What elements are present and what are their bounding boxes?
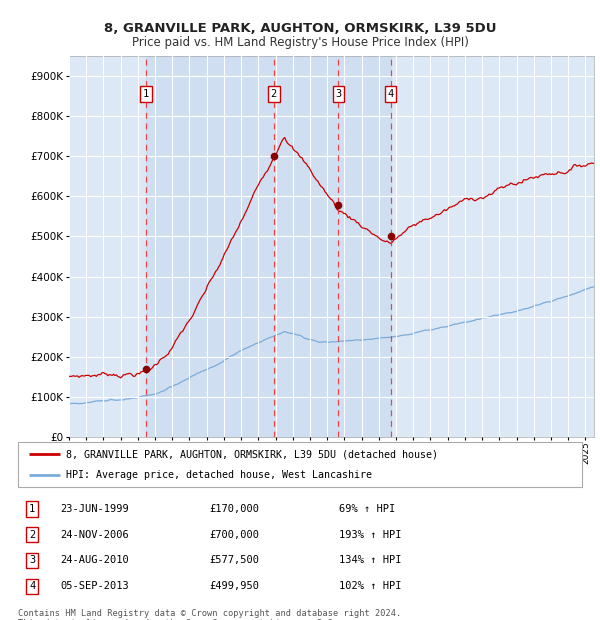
Text: 05-SEP-2013: 05-SEP-2013 <box>60 582 129 591</box>
Text: 2: 2 <box>271 89 277 99</box>
FancyBboxPatch shape <box>18 442 582 487</box>
Text: £170,000: £170,000 <box>210 503 260 513</box>
Text: 8, GRANVILLE PARK, AUGHTON, ORMSKIRK, L39 5DU (detached house): 8, GRANVILLE PARK, AUGHTON, ORMSKIRK, L3… <box>66 449 438 459</box>
Text: 24-NOV-2006: 24-NOV-2006 <box>60 529 129 539</box>
Text: 4: 4 <box>388 89 394 99</box>
Text: 193% ↑ HPI: 193% ↑ HPI <box>340 529 402 539</box>
Text: 3: 3 <box>335 89 341 99</box>
Text: £499,950: £499,950 <box>210 582 260 591</box>
Text: £577,500: £577,500 <box>210 556 260 565</box>
Text: 23-JUN-1999: 23-JUN-1999 <box>60 503 129 513</box>
Text: Contains HM Land Registry data © Crown copyright and database right 2024.
This d: Contains HM Land Registry data © Crown c… <box>18 609 401 620</box>
Text: 1: 1 <box>143 89 149 99</box>
Text: 2: 2 <box>29 529 35 539</box>
Text: 134% ↑ HPI: 134% ↑ HPI <box>340 556 402 565</box>
Text: 102% ↑ HPI: 102% ↑ HPI <box>340 582 402 591</box>
Text: 24-AUG-2010: 24-AUG-2010 <box>60 556 129 565</box>
Text: HPI: Average price, detached house, West Lancashire: HPI: Average price, detached house, West… <box>66 469 372 480</box>
Text: Price paid vs. HM Land Registry's House Price Index (HPI): Price paid vs. HM Land Registry's House … <box>131 36 469 49</box>
Text: 1: 1 <box>29 503 35 513</box>
Text: 69% ↑ HPI: 69% ↑ HPI <box>340 503 396 513</box>
Text: 4: 4 <box>29 582 35 591</box>
Text: 3: 3 <box>29 556 35 565</box>
Text: £700,000: £700,000 <box>210 529 260 539</box>
Text: 8, GRANVILLE PARK, AUGHTON, ORMSKIRK, L39 5DU: 8, GRANVILLE PARK, AUGHTON, ORMSKIRK, L3… <box>104 22 496 35</box>
